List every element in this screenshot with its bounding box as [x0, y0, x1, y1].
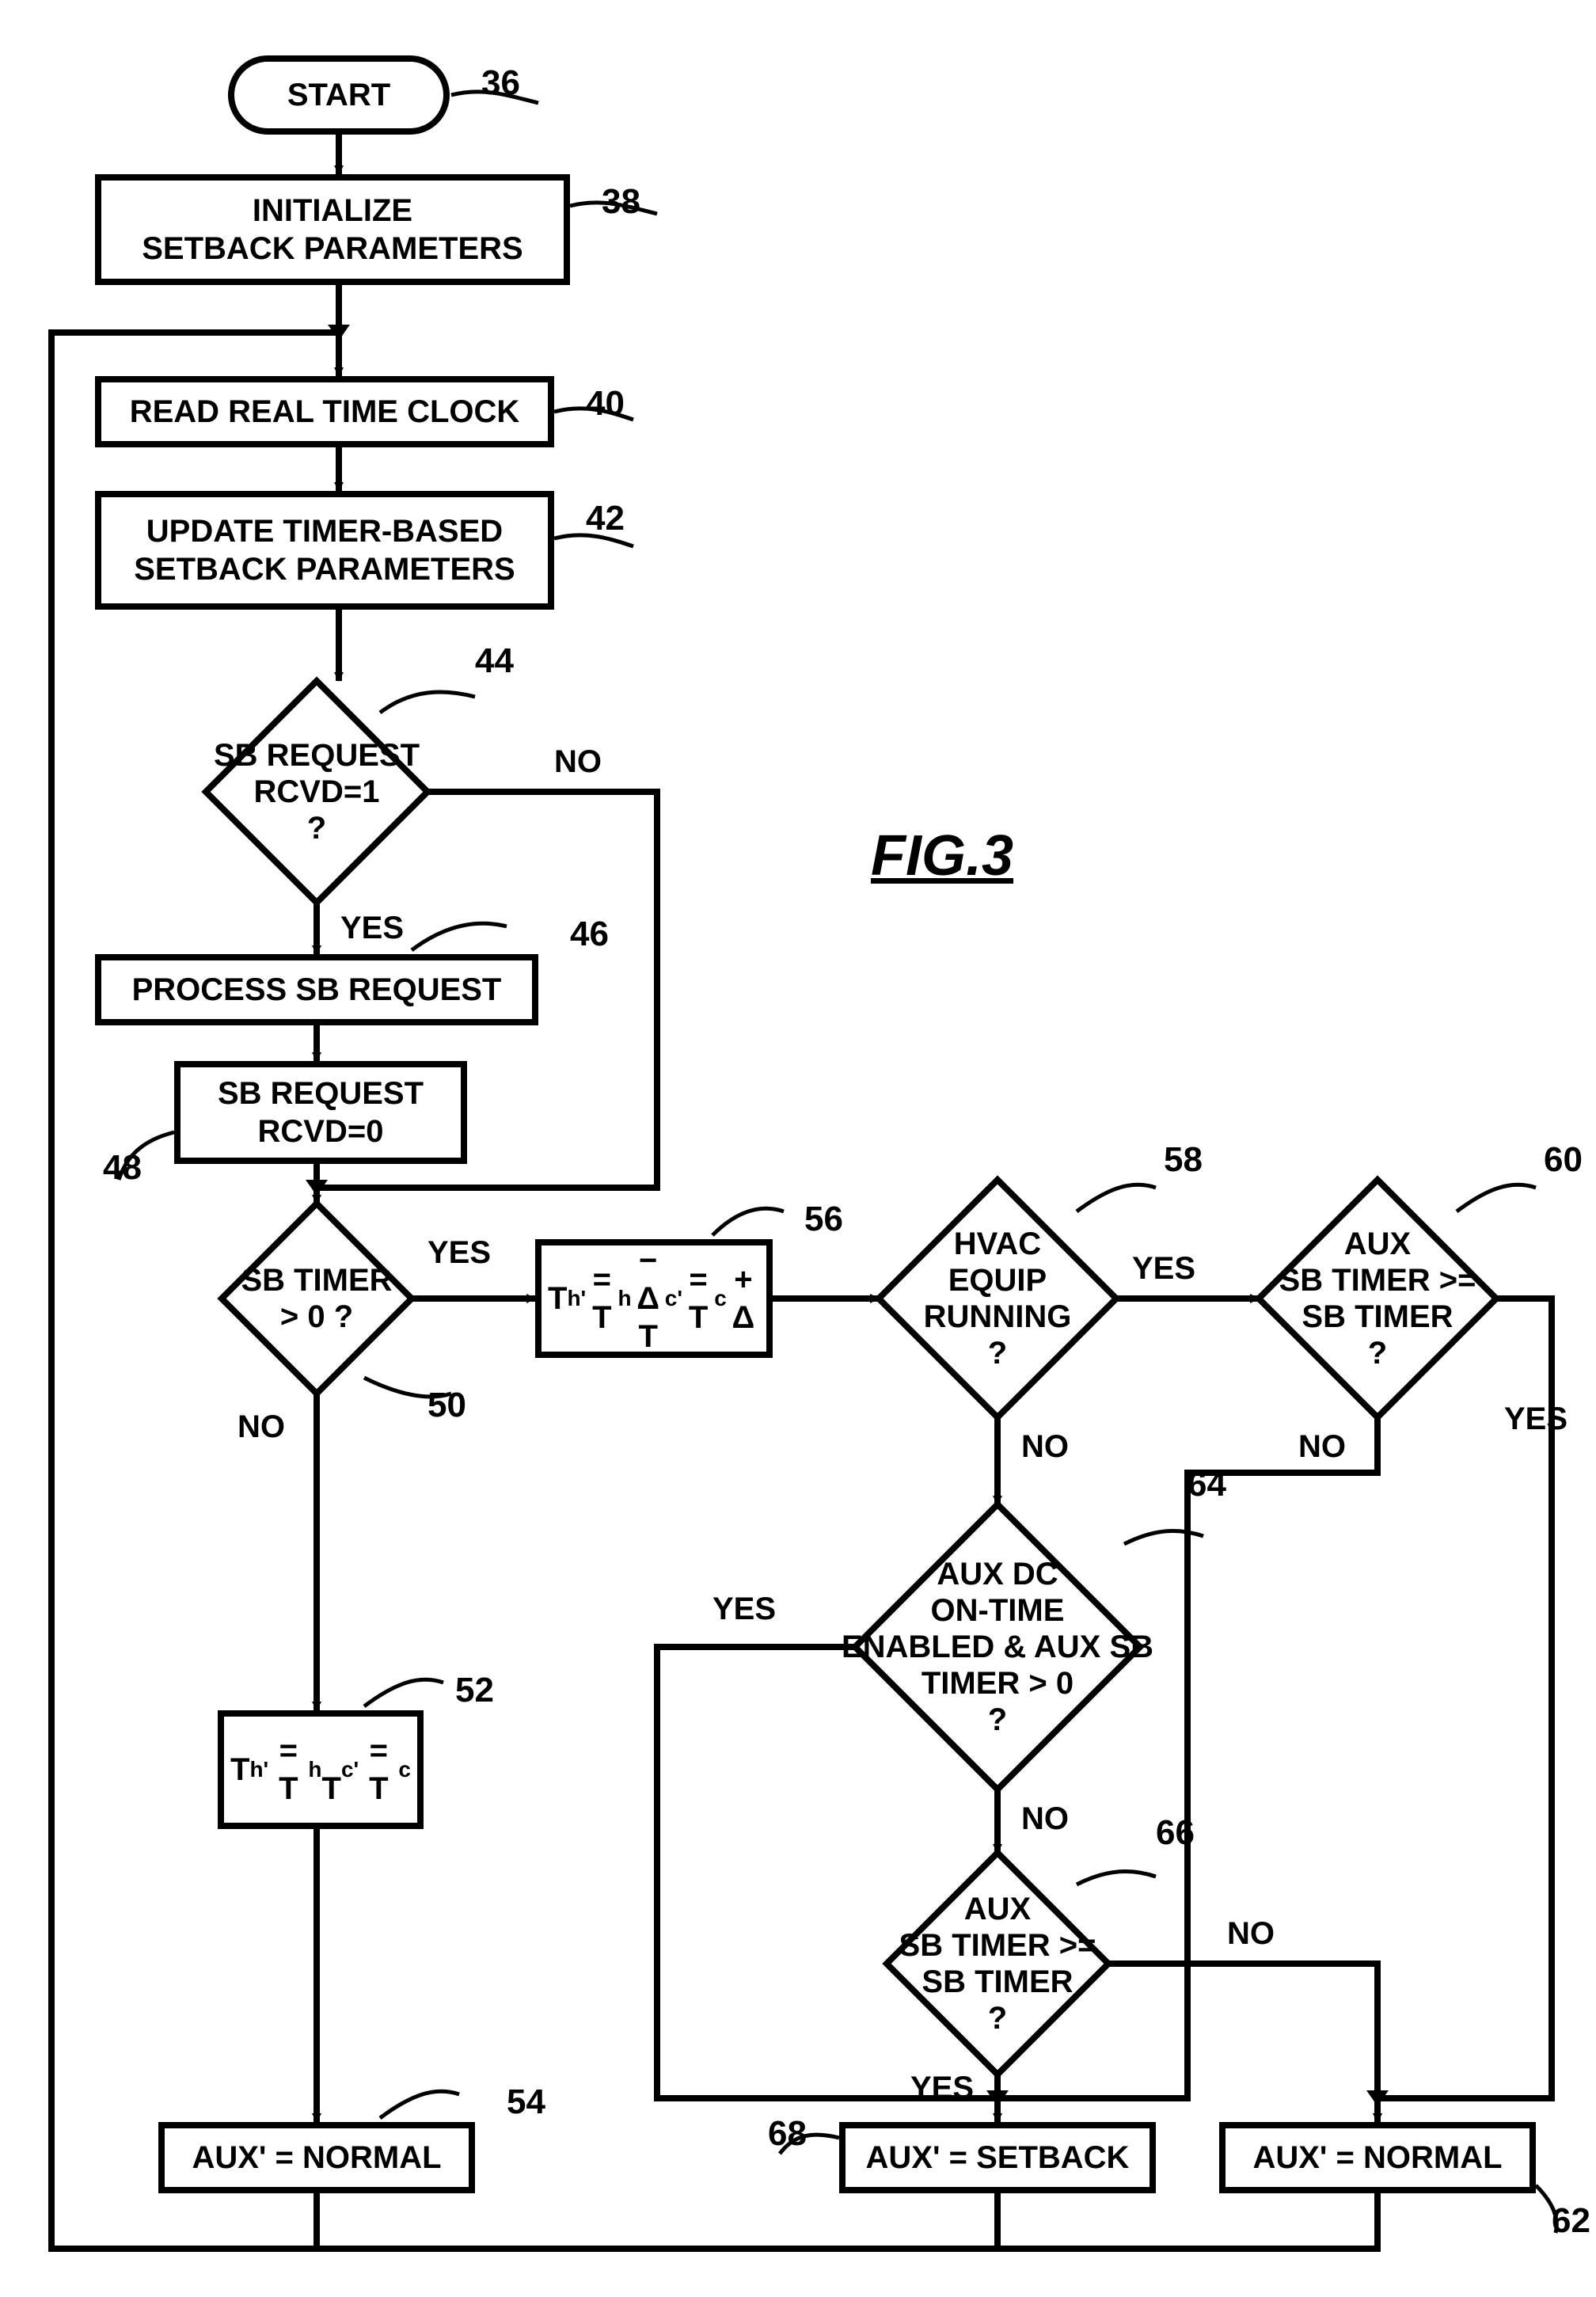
- ref-50: 50: [428, 1386, 466, 1425]
- edge-label-e58_yes: YES: [1132, 1251, 1195, 1287]
- edge-label-e60_yes: YES: [1504, 1401, 1568, 1437]
- ref-44: 44: [475, 641, 514, 681]
- n50-text: SB TIMER> 0 ?: [184, 1204, 450, 1394]
- ref-62: 62: [1552, 2201, 1590, 2241]
- edge-label-e50_yes: YES: [428, 1235, 491, 1271]
- n56: Th' = Th − ΔTc' = Tc + Δ: [535, 1239, 773, 1358]
- n66-text: AUXSB TIMER >=SB TIMER?: [842, 1853, 1153, 2075]
- edge-label-e60_no: NO: [1298, 1429, 1346, 1465]
- flowchart-canvas: FIG.3 START INITIALIZESETBACK PARAMETERS R…: [0, 0, 1596, 2297]
- ref-66: 66: [1156, 1813, 1195, 1853]
- n52: Th' = ThTc' = Tc: [218, 1710, 424, 1829]
- edge-label-e66_yes: YES: [910, 2071, 974, 2106]
- ref-68: 68: [768, 2114, 807, 2154]
- n44-text: SB REQUESTRCVD=1?: [162, 681, 472, 903]
- ref-38: 38: [602, 182, 640, 222]
- ref-60: 60: [1544, 1140, 1583, 1180]
- n64-text: AUX DCON-TIMEENABLED & AUX SBTIMER > 0?: [798, 1504, 1197, 1789]
- n54: AUX' = NORMAL: [158, 2122, 475, 2193]
- ref-56: 56: [804, 1200, 843, 1239]
- ref-52: 52: [455, 1671, 494, 1710]
- n60-text: AUXSB TIMER >=SB TIMER?: [1211, 1180, 1544, 1417]
- n46: PROCESS SB REQUEST: [95, 954, 538, 1025]
- edge-label-e64_yes: YES: [712, 1592, 776, 1627]
- ref-46: 46: [570, 915, 609, 954]
- ref-36: 36: [481, 63, 520, 103]
- n62: AUX' = NORMAL: [1219, 2122, 1536, 2193]
- n40: READ REAL TIME CLOCK: [95, 376, 554, 447]
- ref-54: 54: [507, 2082, 545, 2122]
- edge-label-e66_no: NO: [1227, 1916, 1275, 1952]
- ref-48: 48: [103, 1148, 142, 1188]
- edge-label-e44_yes: YES: [340, 911, 404, 946]
- n42: UPDATE TIMER-BASEDSETBACK PARAMETERS: [95, 491, 554, 610]
- n48: SB REQUESTRCVD=0: [174, 1061, 467, 1164]
- figure-title: FIG.3: [871, 823, 1013, 888]
- n36: START: [228, 55, 450, 135]
- ref-64: 64: [1188, 1465, 1226, 1504]
- ref-42: 42: [586, 499, 625, 538]
- ref-58: 58: [1164, 1140, 1203, 1180]
- edge-label-e64_no: NO: [1021, 1801, 1069, 1837]
- n38: INITIALIZESETBACK PARAMETERS: [95, 174, 570, 285]
- edge-label-e58_no: NO: [1021, 1429, 1069, 1465]
- ref-40: 40: [586, 384, 625, 424]
- edge-label-e50_no: NO: [238, 1409, 285, 1445]
- n58-text: HVACEQUIPRUNNING?: [831, 1180, 1164, 1417]
- n68: AUX' = SETBACK: [839, 2122, 1156, 2193]
- edge-label-e44_no: NO: [554, 744, 602, 780]
